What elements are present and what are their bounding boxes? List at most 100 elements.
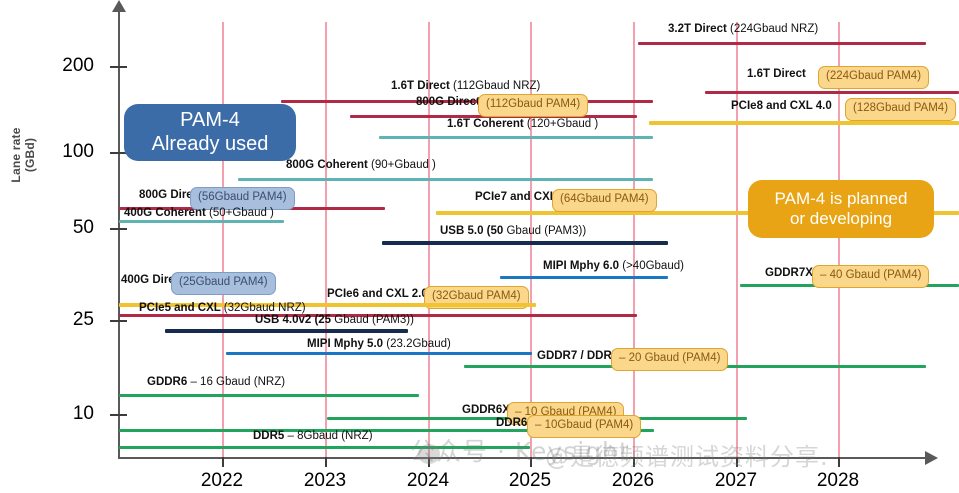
x-tick-label-2024: 2024 [406, 470, 450, 491]
bar-800g-direct-112 [350, 115, 637, 118]
label-gddr7-ddr7: GDDR7 / DDR7 [537, 350, 619, 363]
bar-usb-5-0 [382, 241, 668, 245]
label-gddr6-name: GDDR6 [147, 376, 191, 388]
y-tick-label-100: 100 [62, 141, 94, 162]
y-axis-title-line2: (GBd) [22, 137, 37, 173]
y-tick-label-50: 50 [72, 217, 94, 238]
callout-pam4-planned-developing: PAM-4 is planned or developing [748, 180, 934, 238]
y-tick-label-10: 10 [72, 403, 94, 424]
label-1-6t-coherent: 1.6T Coherent (120+Gbaud ) [447, 118, 599, 131]
label-usb-5-0-name: USB 5.0 (50 [440, 225, 507, 237]
bar-gddr6 [119, 394, 419, 397]
label-1-6t-coherent-name: 1.6T Coherent [447, 118, 527, 130]
label-gddr6x: GDDR6X [462, 404, 510, 417]
label-400g-coherent-detail: (50+Gbaud ) [209, 207, 274, 219]
label-3-2t-direct-name: 3.2T Direct [668, 23, 730, 35]
watermark-text: 公众号 · Keysight [410, 437, 630, 466]
pill-ddr6: – 10Gbaud (PAM4) [527, 415, 642, 438]
label-pcie8-cxl4-name: PCIe8 and CXL 4.0 [731, 100, 832, 112]
y-tick-label-25: 25 [72, 309, 94, 330]
label-400g-coherent-name: 400G Coherent [124, 207, 209, 219]
label-1-6t-coherent-detail: (120+Gbaud ) [526, 118, 599, 130]
x-tick-2022 [222, 457, 224, 467]
x-tick-2025 [530, 457, 532, 467]
label-ddr5-name: DDR5 [253, 430, 288, 442]
y-tick-label-200: 200 [62, 55, 94, 76]
y-axis [118, 8, 120, 458]
label-usb-4-0v2-name: USB 4.0v2 (25 [255, 314, 335, 326]
label-pcie6-cxl2-name: PCIe6 and CXL 2.0 [327, 288, 428, 300]
y-tick-10 [110, 414, 127, 416]
label-800g-coherent: 800G Coherent (90+Gbaud ) [286, 159, 436, 172]
label-3-2t-direct: 3.2T Direct (224Gbaud NRZ) [668, 23, 818, 36]
label-800g-direct-56-name: 800G Direct [139, 189, 203, 201]
bar-mipi-mphy-6-0 [500, 276, 668, 279]
y-tick-100 [110, 152, 127, 154]
y-axis-title-line1: Lane rate [9, 127, 23, 183]
label-pcie7-cxl3: PCIe7 and CXL 3.0 [475, 191, 576, 204]
label-400g-coherent: 400G Coherent (50+Gbaud ) [124, 207, 274, 220]
label-800g-direct-112-name: 800G Direct [416, 96, 480, 108]
pill-pcie6-cxl2: (32Gbaud PAM4) [424, 286, 529, 309]
label-usb-5-0: USB 5.0 (50 Gbaud (PAM3)) [440, 225, 586, 238]
bar-mipi-mphy-5-0 [226, 352, 532, 355]
bar-400g-direct-25 [119, 314, 637, 317]
bar-1-6t-direct-112 [281, 100, 653, 103]
label-gddr7x-name: GDDR7X [765, 267, 813, 279]
gridline-2027 [736, 22, 738, 457]
x-tick-2024 [428, 457, 430, 467]
callout-pam4-planned-line1: PAM-4 is planned [774, 188, 908, 208]
bar-pcie5-cxl [119, 303, 536, 307]
bar-1-6t-direct-224 [705, 91, 959, 94]
pill-gddr7x: – 40 Gbaud (PAM4) [812, 265, 930, 288]
pill-pcie7-cxl3: (64Gbaud PAM4) [552, 189, 657, 212]
label-mipi-mphy-5-0-detail: (23.2Gbaud) [386, 338, 451, 350]
label-800g-direct-112: 800G Direct [416, 96, 480, 109]
label-gddr6-detail: – 16 Gbaud (NRZ) [190, 376, 286, 388]
y-axis-title: Lane rate (GBd) [9, 95, 38, 215]
label-gddr6x-name: GDDR6X [462, 404, 510, 416]
bar-pcie8-cxl4 [649, 121, 959, 125]
bar-1-6t-coherent [379, 136, 653, 139]
label-usb-4-0v2: USB 4.0v2 (25 Gbaud (PAM3)) [255, 314, 414, 327]
label-mipi-mphy-6-0: MIPI Mphy 6.0 (>40Gbaud) [543, 260, 684, 273]
callout-pam4-already-used: PAM-4 Already used [124, 104, 296, 161]
label-pcie6-cxl2: PCIe6 and CXL 2.0 [327, 288, 428, 301]
y-tick-25 [110, 320, 127, 322]
label-pcie5-cxl-name: PCIe5 and CXL [139, 302, 224, 314]
label-400g-direct-25-name: 400G Direct [121, 274, 185, 286]
label-pcie8-cxl4: PCIe8 and CXL 4.0 [731, 100, 832, 113]
gridline-2022 [222, 22, 224, 457]
gridline-2023 [325, 22, 327, 457]
label-pcie7-cxl3-name: PCIe7 and CXL 3.0 [475, 191, 576, 203]
pill-gddr7-ddr7: – 20 Gbaud (PAM4) [611, 348, 729, 371]
bar-3-2t-direct [638, 42, 926, 45]
label-ddr5-detail: – 8Gbaud (NRZ) [287, 430, 373, 442]
label-1-6t-direct-112-name: 1.6T Direct [391, 80, 453, 92]
x-tick-label-2027: 2027 [714, 470, 758, 491]
pill-pcie8-cxl4: (128Gbaud PAM4) [845, 98, 957, 121]
gridline-2026 [633, 22, 635, 457]
bar-pcie7-cxl3 [436, 211, 959, 215]
label-mipi-mphy-6-0-detail: (>40Gbaud) [622, 260, 684, 272]
label-1-6t-direct-112: 1.6T Direct (112Gbaud NRZ) [391, 80, 541, 93]
bar-400g-coherent [119, 220, 284, 223]
bar-800g-coherent [238, 178, 653, 181]
x-axis-arrow-icon [925, 451, 938, 465]
bar-ddr6 [119, 429, 654, 432]
label-400g-direct-25: 400G Direct [121, 274, 185, 287]
x-tick-2028 [838, 457, 840, 467]
label-gddr7-ddr7-name: GDDR7 / DDR7 [537, 350, 619, 362]
pill-800g-direct-112: (112Gbaud PAM4) [478, 94, 589, 117]
label-1-6t-direct-112-detail: (112Gbaud NRZ) [453, 80, 541, 92]
x-tick-2026 [633, 457, 635, 467]
label-ddr6-name: DDR6 [496, 417, 528, 429]
label-mipi-mphy-5-0: MIPI Mphy 5.0 (23.2Gbaud) [307, 338, 451, 351]
callout-pam4-already-used-line2: Already used [151, 132, 269, 155]
bar-usb-4-0v2 [165, 329, 408, 333]
bar-ddr5 [119, 446, 530, 449]
callout-pam4-already-used-line1: PAM-4 [180, 108, 240, 131]
label-gddr7x: GDDR7X [765, 267, 813, 280]
label-1-6t-direct-224-name: 1.6T Direct [747, 68, 806, 80]
